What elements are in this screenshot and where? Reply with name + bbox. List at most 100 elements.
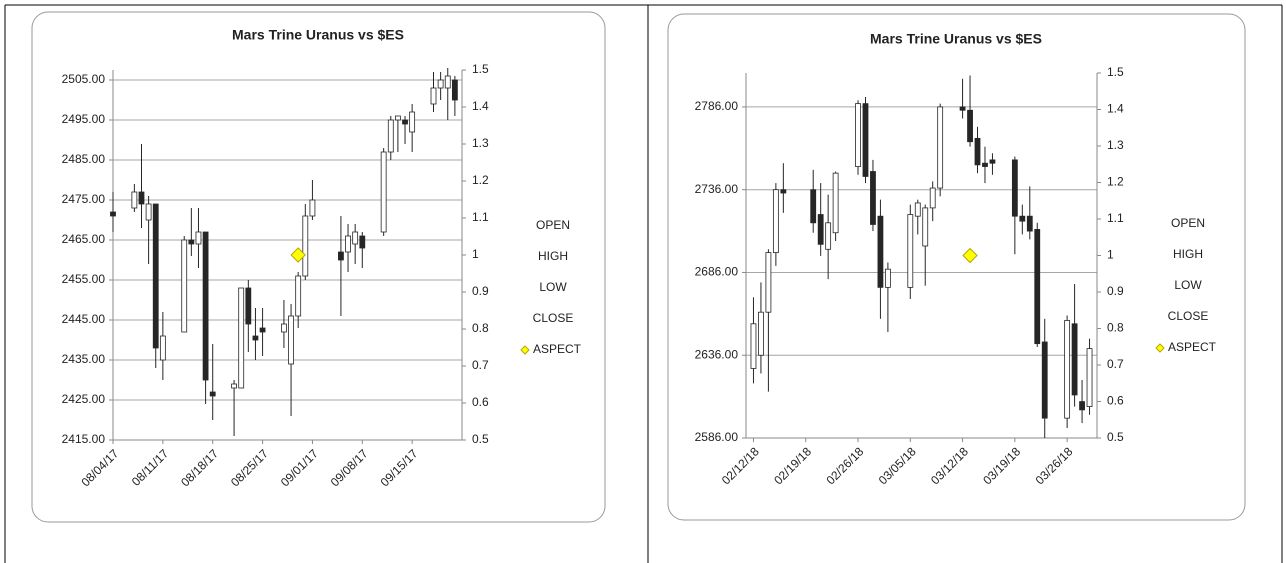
y2-tick-label: 1 <box>472 247 479 261</box>
candle-body <box>884 268 891 288</box>
chart-title: Mars Trine Uranus vs $ES <box>870 31 1042 47</box>
legend-label: LOW <box>539 280 567 294</box>
legend-label: HIGH <box>1173 247 1203 261</box>
y-tick-label: 2636.00 <box>695 347 739 361</box>
chart-frame <box>31 11 606 523</box>
candle-body <box>209 391 216 397</box>
y2-tick-label: 1.1 <box>472 210 489 224</box>
candle-body <box>855 103 861 167</box>
candle-body <box>238 287 245 389</box>
candle-body <box>451 79 458 101</box>
y2-tick-label: 0.6 <box>472 395 489 409</box>
y2-tick-label: 0.8 <box>472 321 489 335</box>
y-tick-label: 2475.00 <box>62 192 106 206</box>
legend-label: ASPECT <box>533 342 582 356</box>
y-tick-label: 2505.00 <box>62 72 106 86</box>
candle-body <box>922 207 929 247</box>
candle-body <box>772 189 779 254</box>
candle-body <box>110 211 116 217</box>
candle-body <box>765 252 772 313</box>
candle-body <box>338 251 344 261</box>
y2-tick-label: 0.6 <box>1107 394 1124 408</box>
candle-body <box>1064 320 1071 419</box>
candle-body <box>359 235 366 249</box>
y2-tick-label: 1.5 <box>472 62 489 76</box>
y-tick-label: 2445.00 <box>62 312 106 326</box>
candle-body <box>345 235 351 253</box>
candle-body <box>1086 348 1093 407</box>
candle-body <box>817 214 824 245</box>
y2-tick-label: 0.9 <box>1107 284 1124 298</box>
candle-body <box>780 189 787 194</box>
y-tick-label: 2786.00 <box>695 99 739 113</box>
legend-label: CLOSE <box>1168 309 1209 323</box>
candle-body <box>982 162 988 167</box>
candle-body <box>758 311 764 356</box>
y-tick-label: 2415.00 <box>62 432 106 446</box>
candle-body <box>352 231 359 245</box>
candle-body <box>929 187 936 209</box>
candle-body <box>387 119 394 153</box>
candle-body <box>409 111 416 133</box>
candle-body <box>1041 341 1048 419</box>
legend-label: CLOSE <box>533 311 574 325</box>
candle-body <box>402 119 408 125</box>
legend-marker <box>1155 343 1165 353</box>
candle-body <box>181 239 188 333</box>
legend-label: HIGH <box>538 249 568 263</box>
candle-body <box>877 215 884 288</box>
candle-body <box>288 315 294 365</box>
candle-body <box>832 172 839 234</box>
candle-body <box>1011 159 1018 217</box>
y2-tick-label: 1.1 <box>1107 211 1124 225</box>
legend-label: OPEN <box>1171 216 1205 230</box>
candle-body <box>1079 401 1085 411</box>
candle-body <box>825 222 832 250</box>
legend-label: ASPECT <box>1168 340 1217 354</box>
candle-body <box>1019 215 1026 222</box>
y-tick-label: 2495.00 <box>62 112 106 126</box>
candle-body <box>188 239 195 245</box>
candle-body <box>138 191 145 205</box>
candle-body <box>1034 229 1041 345</box>
y2-tick-label: 1 <box>1107 248 1114 262</box>
y2-tick-label: 1.3 <box>472 136 489 150</box>
candle-body <box>862 103 869 177</box>
candle-body <box>245 287 252 325</box>
candle-body <box>394 115 401 121</box>
aspect-marker <box>290 247 306 263</box>
y2-tick-label: 0.8 <box>1107 321 1124 335</box>
candle-body <box>750 323 757 369</box>
candle-body <box>159 335 166 361</box>
candle-body <box>152 203 159 349</box>
candle-body <box>145 203 152 221</box>
y2-tick-label: 1.3 <box>1107 138 1124 152</box>
legend-marker <box>520 345 530 355</box>
y2-tick-label: 0.7 <box>472 358 489 372</box>
candle-body <box>195 231 202 245</box>
candle-body <box>937 106 944 189</box>
y2-tick-label: 1.2 <box>1107 175 1124 189</box>
candle-body <box>1071 323 1078 396</box>
candle-body <box>231 383 237 389</box>
candle-body <box>309 199 316 217</box>
candle-body <box>444 75 451 89</box>
y-tick-label: 2686.00 <box>695 265 739 279</box>
candle-body <box>252 335 259 341</box>
y-tick-label: 2586.00 <box>695 430 739 444</box>
y2-tick-label: 1.2 <box>472 173 489 187</box>
y2-tick-label: 0.5 <box>1107 430 1124 444</box>
candle-body <box>870 171 876 225</box>
y2-tick-label: 0.5 <box>472 432 489 446</box>
candle-body <box>907 214 914 288</box>
candle-body <box>259 327 266 333</box>
candle-body <box>202 231 209 381</box>
candle-body <box>914 202 921 217</box>
chart-title: Mars Trine Uranus vs $ES <box>232 27 404 43</box>
candle-body <box>281 323 287 333</box>
candle-body <box>810 189 817 224</box>
candle-body <box>959 106 966 111</box>
y-tick-label: 2736.00 <box>695 182 739 196</box>
